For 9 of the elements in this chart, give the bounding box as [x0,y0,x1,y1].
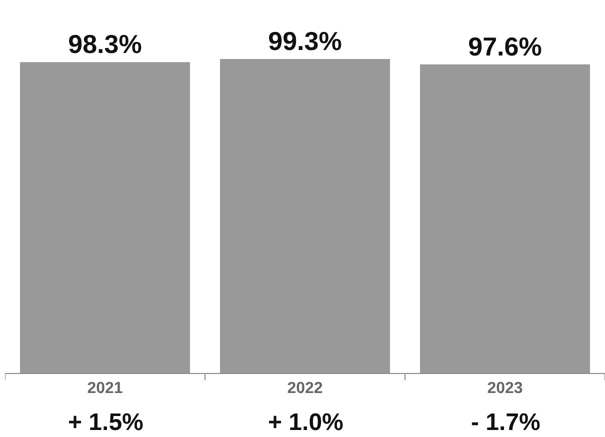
x-tick-label: 2021 [87,380,123,398]
text: + 1.5% [68,409,144,436]
text: - 1.7% [471,409,540,436]
data-label: 99.3% [268,26,342,56]
data-label: 98.3% [68,29,142,60]
text: + 1.0% [268,409,344,436]
x-tick-label: 2023 [487,380,523,398]
x-tick-label: 2022 [287,380,323,398]
data-label: 97.6% [468,31,542,62]
